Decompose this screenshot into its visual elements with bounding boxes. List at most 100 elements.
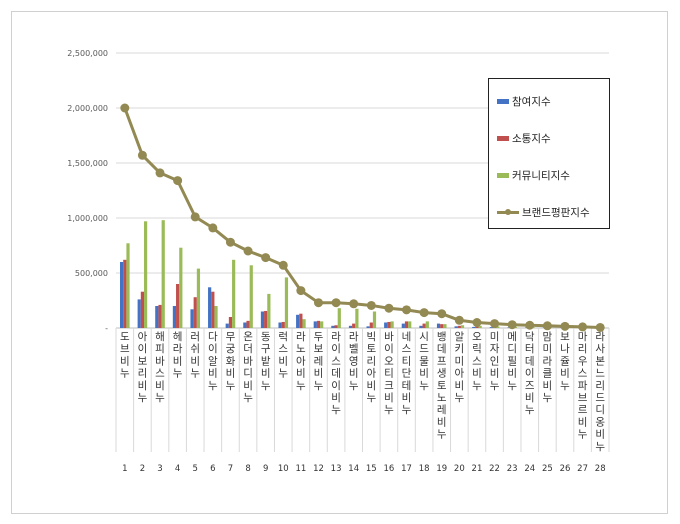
bar-3-19 [443, 324, 447, 328]
y-tick-label: 1,000,000 [67, 214, 108, 223]
y-tick-label: 500,000 [75, 269, 108, 278]
category-number-23: 23 [507, 464, 518, 474]
category-number-7: 7 [228, 464, 233, 474]
brand-reputation-point-2 [137, 150, 147, 160]
bar-2-14 [352, 323, 356, 328]
legend-label-community: 커뮤니티지수 [512, 169, 570, 182]
bar-1-6 [208, 287, 212, 328]
brand-reputation-point-6 [208, 223, 218, 233]
legend-swatch-community [497, 172, 509, 178]
bar-3-17 [408, 321, 412, 328]
bar-3-3 [161, 220, 165, 328]
brand-reputation-point-9 [261, 253, 271, 263]
bar-3-20 [460, 325, 465, 328]
bar-1-22 [489, 327, 493, 328]
category-number-26: 26 [560, 464, 571, 474]
legend-swatch-participation [497, 98, 509, 104]
bar-1-7 [225, 323, 229, 328]
bar-2-18 [422, 323, 426, 328]
bar-3-7 [232, 259, 236, 328]
bar-1-4 [172, 306, 177, 328]
brand-reputation-point-8 [243, 246, 253, 256]
brand-reputation-point-4 [173, 176, 183, 186]
bar-2-20 [457, 325, 461, 328]
bar-3-10 [284, 277, 289, 328]
bar-3-1 [126, 243, 130, 328]
bar-1-20 [454, 326, 458, 328]
bar-3-11 [302, 319, 306, 328]
legend-swatch-brand-reputation [497, 208, 519, 215]
brand-reputation-point-1 [120, 103, 130, 113]
brand-reputation-point-17 [402, 305, 412, 315]
bar-3-18 [425, 321, 429, 328]
brand-reputation-point-3 [155, 168, 165, 178]
brand-reputation-point-15 [366, 300, 376, 310]
bar-2-5 [193, 297, 197, 328]
category-number-22: 22 [489, 464, 500, 474]
bar-2-11 [299, 313, 303, 328]
bar-1-11 [296, 314, 300, 328]
bar-1-17 [401, 323, 405, 328]
bar-1-9 [260, 311, 265, 328]
legend-swatch-communication [497, 135, 509, 141]
bar-3-4 [179, 247, 183, 328]
category-number-1: 1 [122, 464, 127, 474]
category-number-8: 8 [245, 464, 250, 474]
bar-1-1 [120, 262, 124, 328]
bar-2-15 [369, 322, 373, 328]
brand-reputation-point-10 [278, 260, 288, 270]
category-number-14: 14 [348, 464, 359, 474]
bar-3-2 [144, 221, 148, 328]
category-number-11: 11 [295, 464, 306, 474]
bar-2-4 [176, 284, 180, 328]
bar-3-21 [478, 325, 482, 328]
bar-2-6 [211, 291, 215, 328]
bar-1-10 [278, 322, 282, 328]
category-number-17: 17 [401, 464, 412, 474]
category-number-16: 16 [383, 464, 394, 474]
category-number-2: 2 [140, 464, 145, 474]
y-tick-label: - [105, 324, 108, 333]
bar-2-7 [228, 317, 233, 328]
bar-2-17 [404, 321, 409, 328]
bar-3-5 [196, 268, 201, 328]
bar-1-3 [155, 306, 159, 328]
category-number-13: 13 [331, 464, 342, 474]
legend-item-participation: 참여지수 [497, 93, 551, 109]
bar-1-2 [137, 299, 141, 328]
category-number-12: 12 [313, 464, 324, 474]
category-number-19: 19 [436, 464, 447, 474]
category-number-4: 4 [175, 464, 180, 474]
legend-item-communication: 소통지수 [497, 130, 551, 146]
brand-reputation-point-11 [296, 286, 306, 296]
bar-3-22 [496, 326, 500, 328]
bar-2-19 [440, 324, 444, 328]
brand-reputation-point-14 [349, 299, 359, 309]
bar-1-19 [436, 323, 441, 328]
category-number-5: 5 [193, 464, 198, 474]
bar-1-18 [419, 325, 423, 328]
bar-2-1 [123, 259, 127, 328]
category-number-24: 24 [524, 464, 535, 474]
chart-frame: 2,500,000 2,000,000 1,500,000 1,000,000 500,… [11, 11, 668, 514]
category-number-18: 18 [419, 464, 430, 474]
bar-3-13 [337, 308, 341, 328]
category-number-3: 3 [157, 464, 162, 474]
bar-2-13 [334, 325, 338, 328]
brand-reputation-point-24 [525, 320, 535, 330]
